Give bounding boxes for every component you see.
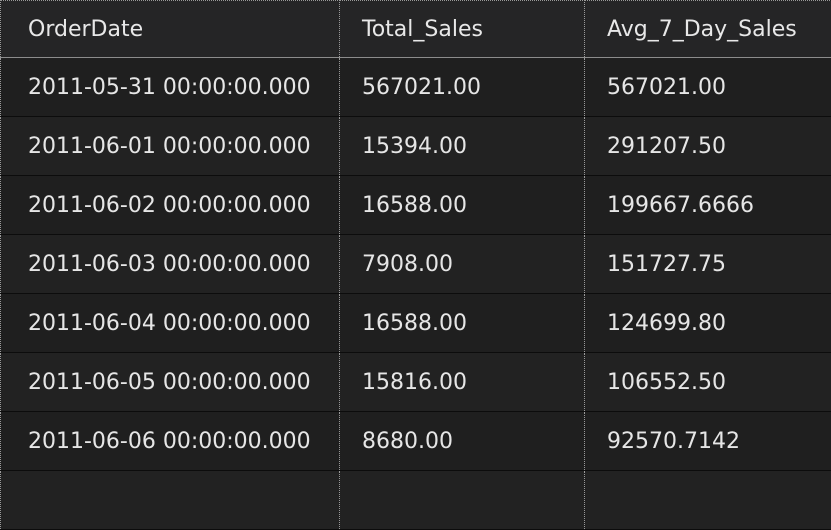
table-row[interactable]: 2011-05-31 00:00:00.000 567021.00 567021… <box>1 58 831 117</box>
header-row: OrderDate Total_Sales Avg_7_Day_Sales <box>1 1 831 58</box>
cell-orderdate[interactable]: 2011-06-02 00:00:00.000 <box>1 176 340 235</box>
table-row[interactable]: 2011-06-02 00:00:00.000 16588.00 199667.… <box>1 176 831 235</box>
table-row[interactable]: 2011-06-06 00:00:00.000 8680.00 92570.71… <box>1 412 831 471</box>
column-header-total-sales[interactable]: Total_Sales <box>340 1 585 58</box>
cell-orderdate[interactable]: 2011-06-04 00:00:00.000 <box>1 294 340 353</box>
column-header-orderdate[interactable]: OrderDate <box>1 1 340 58</box>
results-grid: OrderDate Total_Sales Avg_7_Day_Sales 20… <box>0 0 831 480</box>
cell-orderdate[interactable]: 2011-06-06 00:00:00.000 <box>1 412 340 471</box>
table-row[interactable]: 2011-06-01 00:00:00.000 15394.00 291207.… <box>1 117 831 176</box>
table-row[interactable]: 2011-06-03 00:00:00.000 7908.00 151727.7… <box>1 235 831 294</box>
cell-total-sales[interactable]: 15394.00 <box>340 117 585 176</box>
cell-avg-7-day-sales[interactable]: 291207.50 <box>585 117 831 176</box>
table-row[interactable]: 2011-06-05 00:00:00.000 15816.00 106552.… <box>1 353 831 412</box>
cell-total-sales[interactable]: 567021.00 <box>340 58 585 117</box>
cell-avg-7-day-sales[interactable]: 199667.6666 <box>585 176 831 235</box>
cell-avg-7-day-sales[interactable]: 124699.80 <box>585 294 831 353</box>
cell-orderdate[interactable]: 2011-05-31 00:00:00.000 <box>1 58 340 117</box>
cell-orderdate[interactable]: 2011-06-03 00:00:00.000 <box>1 235 340 294</box>
cell-avg-7-day-sales[interactable] <box>585 471 831 530</box>
table-row[interactable] <box>1 471 831 530</box>
cell-total-sales[interactable]: 8680.00 <box>340 412 585 471</box>
cell-orderdate[interactable]: 2011-06-01 00:00:00.000 <box>1 117 340 176</box>
cell-avg-7-day-sales[interactable]: 92570.7142 <box>585 412 831 471</box>
table-row[interactable]: 2011-06-04 00:00:00.000 16588.00 124699.… <box>1 294 831 353</box>
cell-total-sales[interactable]: 16588.00 <box>340 294 585 353</box>
cell-total-sales[interactable]: 7908.00 <box>340 235 585 294</box>
column-header-avg-7-day-sales[interactable]: Avg_7_Day_Sales <box>585 1 831 58</box>
cell-avg-7-day-sales[interactable]: 106552.50 <box>585 353 831 412</box>
cell-total-sales[interactable] <box>340 471 585 530</box>
cell-orderdate[interactable]: 2011-06-05 00:00:00.000 <box>1 353 340 412</box>
cell-total-sales[interactable]: 16588.00 <box>340 176 585 235</box>
cell-orderdate[interactable] <box>1 471 340 530</box>
cell-total-sales[interactable]: 15816.00 <box>340 353 585 412</box>
cell-avg-7-day-sales[interactable]: 151727.75 <box>585 235 831 294</box>
cell-avg-7-day-sales[interactable]: 567021.00 <box>585 58 831 117</box>
